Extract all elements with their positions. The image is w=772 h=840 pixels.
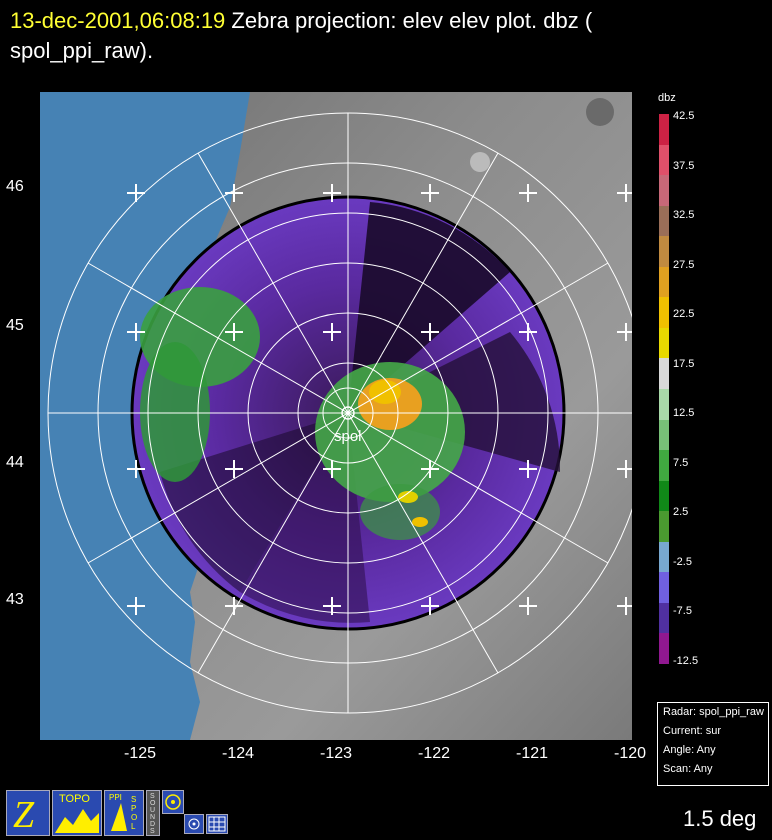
info-box: Radar: spol_ppi_raw Current: sur Angle: …	[657, 702, 769, 786]
radar-site-label: spol	[334, 428, 362, 445]
colorbar-tick-label: 22.5	[673, 308, 695, 320]
colorbar-swatch	[659, 602, 669, 634]
radar-plot[interactable]: spol	[40, 92, 632, 740]
info-scan: Scan: Any	[663, 763, 713, 775]
lon-label-120: -120	[613, 745, 647, 762]
grid-icon[interactable]	[206, 814, 228, 834]
colorbar-swatch	[659, 236, 669, 268]
lon-label-124: -124	[221, 745, 255, 762]
azimuth-spokes	[48, 113, 632, 713]
title-text-line2: spol_ppi_raw).	[10, 38, 154, 63]
lat-label-44: 44	[6, 454, 24, 471]
topo-icon-label: TOPO	[59, 793, 90, 805]
colorbar-swatch	[659, 541, 669, 573]
colorbar-swatch	[659, 144, 669, 176]
grid-crosses	[127, 184, 632, 615]
colorbar-tick-label: 32.5	[673, 209, 695, 221]
lat-label-46: 46	[6, 178, 24, 195]
colorbar-swatch	[659, 572, 669, 604]
colorbar-swatch	[659, 327, 669, 359]
ring-icon[interactable]	[162, 790, 184, 814]
colorbar-tick-label: 17.5	[673, 357, 695, 370]
colorbar-tick-label: -7.5	[673, 605, 692, 617]
colorbar-title: dbz	[658, 92, 676, 104]
title-timestamp: 13-dec-2001,06:08:19	[10, 8, 226, 33]
radar-map-svg: spol	[40, 92, 632, 740]
sounds-icon[interactable]: SOUNDS	[146, 790, 160, 836]
elevation-readout: 1.5 deg	[683, 806, 757, 831]
colorbar-tick-label: 7.5	[673, 456, 689, 469]
colorbar-swatch	[659, 358, 669, 390]
colorbar-tick-label: 2.5	[673, 506, 689, 518]
colorbar-tick-label: -12.5	[673, 654, 699, 667]
lon-label-121: -121	[515, 745, 549, 762]
target-icon[interactable]	[184, 814, 204, 834]
colorbar-tick-label: -2.5	[673, 555, 692, 568]
colorbar-swatch	[659, 511, 669, 543]
ppi-icon-label: PPI	[109, 793, 122, 802]
info-current: Current: sur	[663, 725, 722, 737]
colorbar: dbz 42.5 37.5 32.5 27.5 22.5 17.5 12.5 7.5 2.5 -2…	[655, 92, 770, 672]
title-text: Zebra projection: elev elev plot. dbz (	[231, 8, 593, 33]
colorbar-tick-label: 27.5	[673, 258, 695, 271]
colorbar-swatch	[659, 175, 669, 207]
colorbar-swatch	[659, 205, 669, 237]
lon-label-122: -122	[417, 745, 451, 762]
colorbar-tick-label: 12.5	[673, 407, 695, 419]
lon-label-123: -123	[319, 745, 353, 762]
colorbar-swatch	[659, 389, 669, 421]
lat-label-45: 45	[6, 317, 24, 334]
lat-label-43: 43	[6, 591, 24, 608]
colorbar-swatch	[659, 266, 669, 298]
colorbar-swatch	[659, 633, 669, 665]
colorbar-swatch	[659, 450, 669, 482]
ppi-spol-icon[interactable]: PPI SPOL	[104, 790, 144, 836]
info-angle: Angle: Any	[663, 744, 716, 756]
colorbar-tick-label: 37.5	[673, 159, 695, 172]
radar-site-marker	[341, 406, 355, 420]
spol-icon-label: SPOL	[131, 795, 138, 831]
zebra-logo-icon[interactable]: Z	[6, 790, 50, 836]
title-bar: 13-dec-2001,06:08:19 Zebra projection: e…	[10, 6, 710, 66]
colorbar-swatch	[659, 297, 669, 329]
echo-central	[315, 362, 465, 502]
sounds-icon-label: SOUNDS	[150, 793, 156, 835]
colorbar-tick-label: 42.5	[673, 110, 695, 122]
topo-icon[interactable]: TOPO	[52, 790, 102, 836]
svg-text:Z: Z	[13, 794, 35, 835]
colorbar-swatch	[659, 114, 669, 146]
colorbar-swatch	[659, 419, 669, 451]
colorbar-swatch	[659, 480, 669, 512]
lon-label-125: -125	[123, 745, 157, 762]
info-radar: Radar: spol_ppi_raw	[663, 706, 764, 718]
